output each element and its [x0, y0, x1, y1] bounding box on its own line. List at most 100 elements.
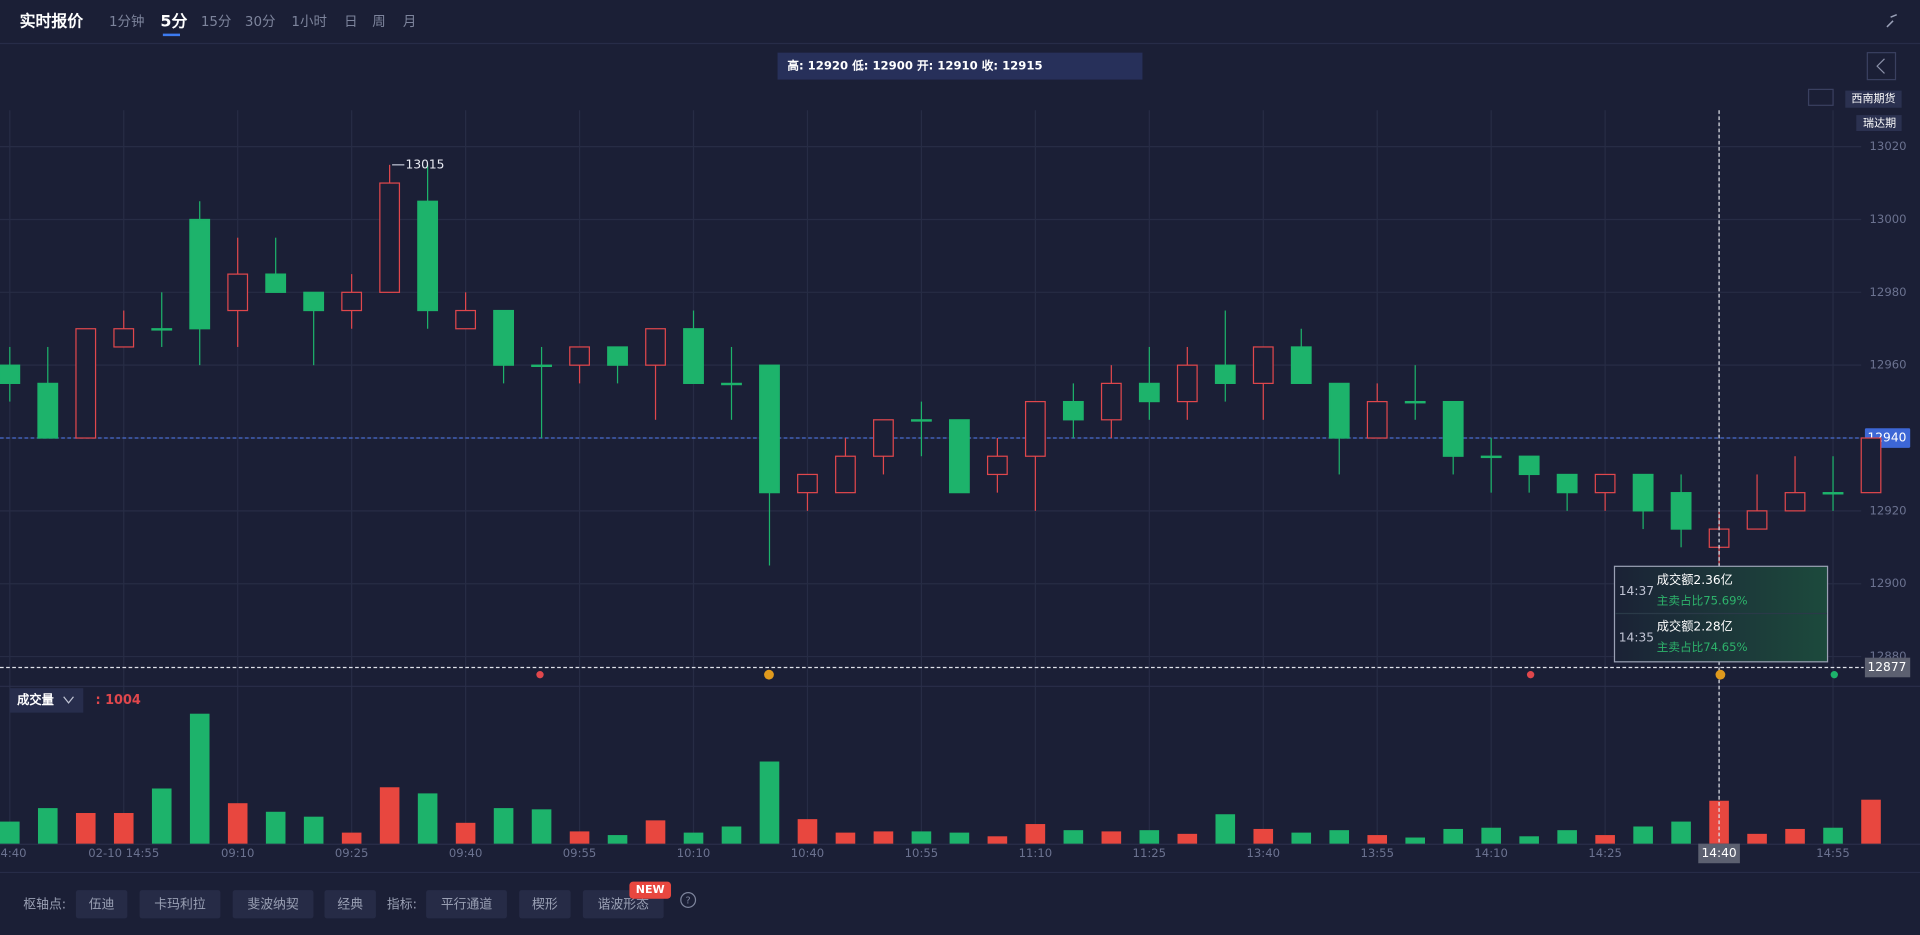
new-badge-label: NEW	[636, 883, 665, 896]
broker-label: 西南期货	[1851, 91, 1895, 105]
volume-bar	[607, 835, 628, 844]
candle-body	[1214, 364, 1236, 384]
candle-body	[113, 328, 135, 348]
y-tick-label: 12920	[1870, 503, 1907, 517]
candle-body	[1632, 473, 1654, 512]
volume-bar	[683, 832, 704, 844]
side-toggle[interactable]	[1866, 52, 1897, 81]
tab[interactable]: 周	[372, 15, 385, 30]
candle-body	[759, 364, 780, 494]
volume-bar	[797, 819, 818, 844]
candle-body	[189, 218, 211, 330]
y-tick-label: 12960	[1870, 358, 1907, 372]
x-tick-label: 14:10	[1474, 846, 1508, 860]
volume-bar	[1785, 828, 1805, 844]
tab[interactable]: 30分	[245, 14, 276, 30]
volume-bar	[1823, 827, 1843, 844]
candle-body	[721, 382, 742, 386]
footer-button-label[interactable]: 卡玛利拉	[154, 897, 206, 912]
candle-body	[1138, 382, 1160, 403]
volume-bar	[987, 836, 1008, 844]
candle-body	[493, 309, 514, 366]
collapse-icon[interactable]	[1886, 14, 1898, 28]
volume-title: 成交量	[17, 692, 54, 707]
candle-body	[1480, 455, 1502, 459]
footer-button[interactable]	[519, 890, 571, 919]
candle-body	[607, 346, 628, 366]
footer-button[interactable]	[232, 890, 314, 919]
percent-toggle[interactable]	[1807, 88, 1834, 106]
volume-bar	[1025, 824, 1046, 844]
candle-body	[948, 419, 970, 494]
info-text: 高: 12920 低: 12900 开: 12910 收: 12915	[787, 59, 1042, 73]
footer-button-label[interactable]: 斐波纳契	[247, 897, 299, 912]
volume-bar	[1861, 799, 1881, 844]
help-icon[interactable]	[680, 892, 697, 908]
crosshair-time: 14:40	[1701, 846, 1736, 860]
volume-bar	[1215, 814, 1236, 844]
y-tick-label: 12980	[1870, 285, 1907, 299]
volume-bar	[341, 832, 362, 844]
candle-body	[1518, 455, 1540, 476]
candle-body	[1176, 364, 1198, 403]
candle-body	[1556, 473, 1578, 494]
tooltip-time: 14:37	[1619, 584, 1654, 598]
volume-bar	[455, 822, 476, 844]
candle-body	[1670, 492, 1692, 530]
footer-button-label[interactable]: 伍迪	[89, 897, 115, 912]
volume-bar	[569, 831, 590, 844]
tab[interactable]: 1小时	[291, 14, 326, 30]
y-tick-label: 13020	[1870, 139, 1907, 153]
volume-bar	[1671, 821, 1691, 844]
volume-bar	[1139, 830, 1160, 844]
volume-bar	[1063, 830, 1084, 844]
footer-button-label[interactable]: 经典	[337, 897, 363, 912]
volume-bar	[0, 821, 20, 844]
tab[interactable]: 15分	[201, 14, 232, 30]
candle-body	[645, 328, 666, 366]
x-tick-label: 02-10 14:55	[88, 846, 159, 860]
volume-bar	[265, 811, 286, 844]
tabs: 1分钟 5分 15分 30分 1小时 日周 月	[109, 12, 416, 37]
crosshair-price-tag	[1864, 657, 1911, 678]
x-tick-label: 10:10	[677, 846, 711, 860]
volume-bar	[189, 713, 210, 844]
footer-button[interactable]	[324, 890, 376, 919]
footer-button[interactable]	[426, 890, 507, 919]
candle-body	[455, 309, 477, 330]
volume-bar	[1633, 826, 1653, 844]
candle-body	[797, 473, 818, 494]
footer-button-label[interactable]: 楔形	[532, 897, 558, 912]
footer-button[interactable]	[75, 890, 128, 919]
header-title: 实时报价	[20, 12, 84, 31]
info-bar	[777, 52, 1143, 80]
footer-button-label[interactable]: 谐波形态	[598, 897, 650, 912]
candle-body	[1062, 400, 1084, 421]
candle-body	[1290, 346, 1312, 384]
candle-body	[1822, 492, 1844, 495]
candle-body	[835, 455, 856, 494]
footer-button-label[interactable]: 平行通道	[441, 897, 493, 912]
volume-bar	[303, 816, 324, 844]
chevron	[1876, 58, 1885, 74]
y-tick-label: 12900	[1870, 576, 1907, 590]
broker-label: 瑞达期	[1863, 116, 1896, 130]
dropdown-arrow	[63, 696, 74, 704]
candle-body	[1442, 400, 1464, 457]
footer-button[interactable]	[139, 890, 221, 919]
volume-bar	[1481, 827, 1501, 844]
tab[interactable]: 1分钟	[109, 13, 144, 30]
candle-body	[1328, 382, 1350, 439]
volume-bar	[1557, 830, 1577, 844]
tab[interactable]: 5分	[160, 12, 187, 31]
candle-body	[341, 291, 363, 312]
candle-body	[75, 328, 97, 439]
event-markers	[536, 669, 1838, 680]
tab[interactable]: 日	[344, 15, 357, 30]
tab[interactable]: 月	[403, 15, 416, 30]
y-tick-label: 13000	[1870, 212, 1907, 226]
high-label: 13015	[406, 157, 445, 171]
tooltip-ratio: 主卖占比74.65%	[1657, 640, 1748, 654]
